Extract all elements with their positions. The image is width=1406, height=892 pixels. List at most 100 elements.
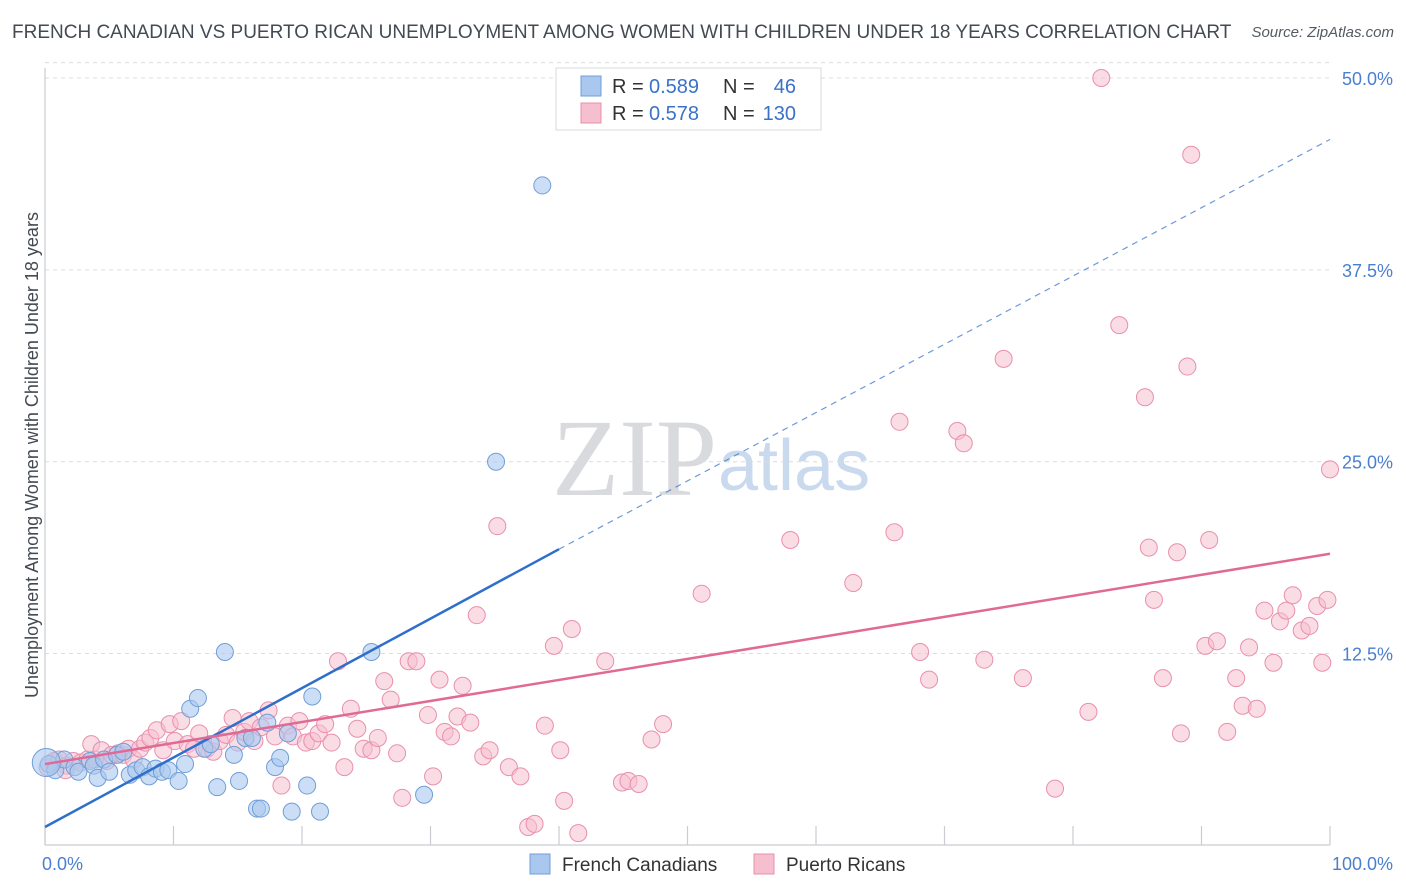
point-puerto-ricans-99 — [994, 349, 1013, 368]
point-puerto-ricans-116 — [1218, 722, 1237, 741]
x-tick-label-0: 0.0% — [42, 854, 83, 874]
point-puerto-ricans-79 — [551, 741, 570, 760]
point-puerto-ricans-67 — [453, 676, 472, 695]
point-puerto-ricans-39 — [272, 776, 291, 795]
point-puerto-ricans-103 — [1092, 69, 1111, 87]
point-french-canadians-4 — [69, 762, 88, 781]
point-puerto-ricans-104 — [1110, 316, 1129, 335]
point-french-canadians-44 — [533, 176, 552, 195]
point-puerto-ricans-57 — [388, 744, 407, 763]
point-french-canadians-42 — [415, 785, 434, 804]
point-puerto-ricans-94 — [911, 643, 930, 662]
point-puerto-ricans-117 — [1227, 669, 1246, 688]
bottom-legend: French Canadians Puerto Ricans — [529, 853, 905, 876]
point-french-canadians-26 — [215, 643, 234, 662]
point-puerto-ricans-112 — [1182, 145, 1201, 164]
bottom-legend-french-canadians: French Canadians — [562, 855, 717, 876]
y-tick-label-2: 37.5% — [1342, 261, 1393, 281]
point-puerto-ricans-108 — [1153, 669, 1172, 688]
point-puerto-ricans-100 — [1013, 669, 1032, 688]
point-puerto-ricans-91 — [844, 573, 863, 592]
point-puerto-ricans-86 — [629, 775, 648, 794]
x-tick-labels: 0.0% 100.0% — [42, 854, 1393, 874]
legend-n-label-1: N = — [723, 76, 755, 98]
y-tick-label-1: 25.0% — [1342, 453, 1393, 473]
point-puerto-ricans-124 — [1277, 601, 1296, 620]
point-french-canadians-38 — [298, 776, 317, 795]
point-french-canadians-25 — [208, 778, 227, 797]
y-axis-label: Unemployment Among Women with Children U… — [22, 212, 42, 698]
point-puerto-ricans-55 — [375, 672, 394, 691]
y-tick-labels: 12.5% 25.0% 37.5% 50.0% — [1342, 69, 1393, 665]
point-puerto-ricans-48 — [328, 652, 347, 671]
legend-swatch-blue — [580, 75, 602, 97]
legend-r-value-1: 0.589 — [649, 76, 699, 98]
bottom-legend-swatch-blue — [529, 853, 551, 875]
point-puerto-ricans-98 — [975, 650, 994, 669]
point-puerto-ricans-109 — [1168, 543, 1187, 562]
y-tick-label-0: 12.5% — [1342, 645, 1393, 665]
trend-lines — [44, 138, 1331, 829]
point-puerto-ricans-65 — [442, 727, 461, 746]
point-puerto-ricans-63 — [430, 670, 449, 689]
point-puerto-ricans-49 — [335, 758, 354, 777]
legend-n-value-1: 46 — [774, 76, 796, 98]
point-puerto-ricans-47 — [322, 733, 341, 752]
point-puerto-ricans-60 — [407, 652, 426, 671]
point-puerto-ricans-31 — [223, 709, 242, 728]
point-puerto-ricans-105 — [1135, 388, 1154, 407]
legend-r-label-2: R = — [612, 103, 644, 125]
bottom-legend-puerto-ricans: Puerto Ricans — [786, 855, 905, 876]
x-tick-label-1: 100.0% — [1332, 854, 1393, 874]
point-puerto-ricans-61 — [418, 705, 437, 724]
legend-r-label-1: R = — [612, 76, 644, 98]
point-puerto-ricans-77 — [535, 716, 554, 735]
trend-line-french-canadians — [44, 548, 560, 829]
point-puerto-ricans-110 — [1171, 724, 1190, 743]
y-tick-label-3: 50.0% — [1342, 69, 1393, 89]
point-puerto-ricans-83 — [596, 652, 615, 671]
point-puerto-ricans-78 — [544, 636, 563, 655]
legend-r-value-2: 0.578 — [649, 103, 699, 125]
watermark-zip: ZIP — [552, 397, 717, 519]
point-puerto-ricans-88 — [654, 715, 673, 734]
point-puerto-ricans-51 — [348, 719, 367, 738]
trend-line-puerto-ricans — [44, 552, 1331, 766]
point-puerto-ricans-68 — [461, 713, 480, 732]
point-puerto-ricans-121 — [1255, 601, 1274, 620]
point-puerto-ricans-119 — [1240, 638, 1259, 657]
legend-n-value-2: 130 — [763, 103, 796, 125]
point-french-canadians-39 — [303, 687, 322, 706]
point-puerto-ricans-122 — [1264, 653, 1283, 672]
source-credit: Source: ZipAtlas.com — [1251, 24, 1394, 41]
point-puerto-ricans-87 — [642, 730, 661, 749]
watermark-atlas: atlas — [718, 426, 870, 506]
point-puerto-ricans-90 — [781, 530, 800, 549]
point-puerto-ricans-72 — [488, 517, 507, 536]
point-french-canadians-19 — [169, 771, 188, 790]
point-puerto-ricans-92 — [885, 523, 904, 542]
point-puerto-ricans-129 — [1313, 653, 1332, 672]
point-puerto-ricans-81 — [562, 619, 581, 638]
point-puerto-ricans-74 — [511, 767, 530, 786]
point-puerto-ricans-80 — [555, 791, 574, 810]
point-puerto-ricans-106 — [1139, 538, 1158, 557]
point-puerto-ricans-54 — [368, 728, 387, 747]
point-french-canadians-28 — [230, 771, 249, 790]
point-puerto-ricans-97 — [954, 434, 973, 453]
point-french-canadians-36 — [278, 724, 297, 743]
point-puerto-ricans-69 — [467, 606, 486, 625]
legend-box: R = 0.589 N = 46 R = 0.578 N = 130 — [555, 67, 822, 131]
point-puerto-ricans-102 — [1079, 702, 1098, 721]
point-french-canadians-37 — [282, 802, 301, 821]
axes — [44, 68, 1331, 846]
point-puerto-ricans-95 — [920, 670, 939, 689]
chart-title: FRENCH CANADIAN VS PUERTO RICAN UNEMPLOY… — [12, 22, 1232, 43]
point-puerto-ricans-93 — [890, 412, 909, 431]
point-puerto-ricans-114 — [1200, 530, 1219, 549]
grid-lines — [45, 62, 1330, 655]
point-puerto-ricans-131 — [1321, 460, 1339, 479]
bottom-legend-swatch-pink — [753, 853, 775, 875]
legend-swatch-pink — [580, 102, 602, 124]
